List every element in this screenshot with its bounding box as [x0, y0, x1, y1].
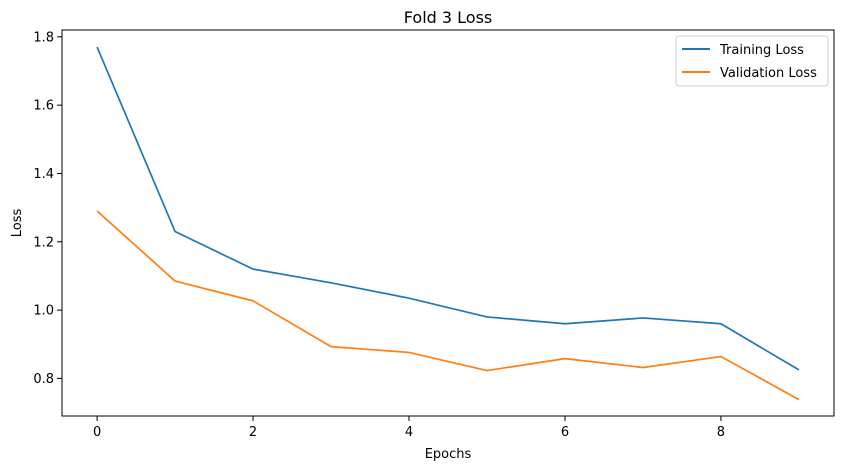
plot-area — [61, 29, 835, 417]
y-tick-label: 1.8 — [33, 30, 54, 45]
x-axis: 0 2 4 6 8 — [93, 416, 725, 440]
plot-frame — [61, 29, 835, 417]
y-tick-label: 1.2 — [33, 235, 54, 250]
x-tick-label: 6 — [561, 425, 569, 440]
legend-label-validation: Validation Loss — [720, 66, 817, 81]
x-axis-label: Epochs — [425, 447, 472, 462]
validation-loss-line — [96, 210, 800, 401]
x-tick-label: 4 — [405, 425, 413, 440]
x-tick-label: 0 — [93, 425, 101, 440]
x-tick-label: 8 — [717, 425, 725, 440]
legend-box — [675, 35, 829, 87]
legend-label-training: Training Loss — [719, 43, 804, 58]
training-loss-line — [96, 46, 800, 371]
y-tick-label: 0.8 — [33, 372, 54, 387]
series-layer — [96, 46, 800, 401]
y-tick-label: 1.0 — [33, 304, 54, 319]
x-tick-label: 2 — [249, 425, 257, 440]
y-axis: 0.8 1.0 1.2 1.4 1.6 1.8 — [33, 30, 62, 387]
y-tick-label: 1.4 — [33, 167, 54, 182]
y-tick-label: 1.6 — [33, 99, 54, 114]
legend: Training Loss Validation Loss — [675, 35, 829, 87]
y-axis-label: Loss — [10, 209, 25, 238]
chart-title: Fold 3 Loss — [404, 8, 492, 27]
